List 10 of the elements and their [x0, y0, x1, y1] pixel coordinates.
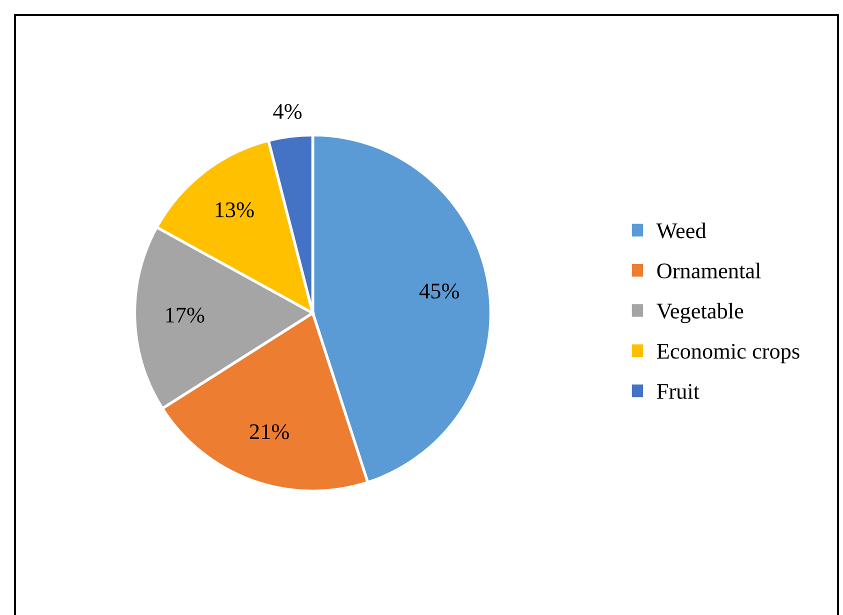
data-label: 4%	[273, 104, 302, 120]
legend-label: Ornamental	[657, 262, 761, 278]
data-label: 21%	[250, 424, 289, 440]
legend-label: Economic crops	[656, 344, 800, 364]
legend-label: Weed	[656, 222, 706, 238]
legend-label: Vegetable	[656, 302, 744, 324]
legend-label: Fruit	[656, 384, 700, 399]
data-label: 17%	[166, 308, 204, 323]
data-label: 45%	[419, 284, 459, 299]
data-label: 13%	[216, 202, 254, 218]
